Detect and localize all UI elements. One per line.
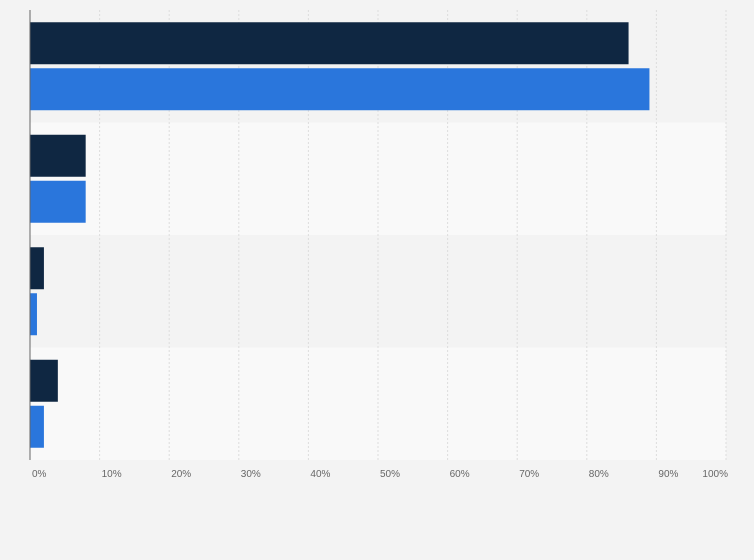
- bar-series-1-category-1: [30, 22, 629, 65]
- x-tick-label: 20%: [171, 469, 191, 480]
- bar-series-1-category-4: [30, 359, 58, 402]
- x-tick-label: 10%: [102, 469, 122, 480]
- bar-series-2-category-4: [30, 405, 44, 448]
- x-tick-label: 90%: [658, 469, 678, 480]
- bar-series-2-category-3: [30, 293, 37, 336]
- x-tick-label: 70%: [519, 469, 539, 480]
- bars: [30, 22, 650, 448]
- x-tick-label: 60%: [450, 469, 470, 480]
- bar-series-1-category-2: [30, 134, 86, 177]
- x-tick-label: 100%: [702, 469, 728, 480]
- bar-series-2-category-2: [30, 180, 86, 223]
- bar-series-1-category-3: [30, 247, 44, 290]
- x-tick-label: 40%: [310, 469, 330, 480]
- x-axis-ticks: 0% 10% 20% 30% 40% 50% 60% 70% 80% 90% 100%: [32, 469, 728, 480]
- x-tick-label: 0%: [32, 469, 47, 480]
- bar-series-2-category-1: [30, 68, 650, 111]
- x-tick-label: 80%: [589, 469, 609, 480]
- x-tick-label: 30%: [241, 469, 261, 480]
- x-tick-label: 50%: [380, 469, 400, 480]
